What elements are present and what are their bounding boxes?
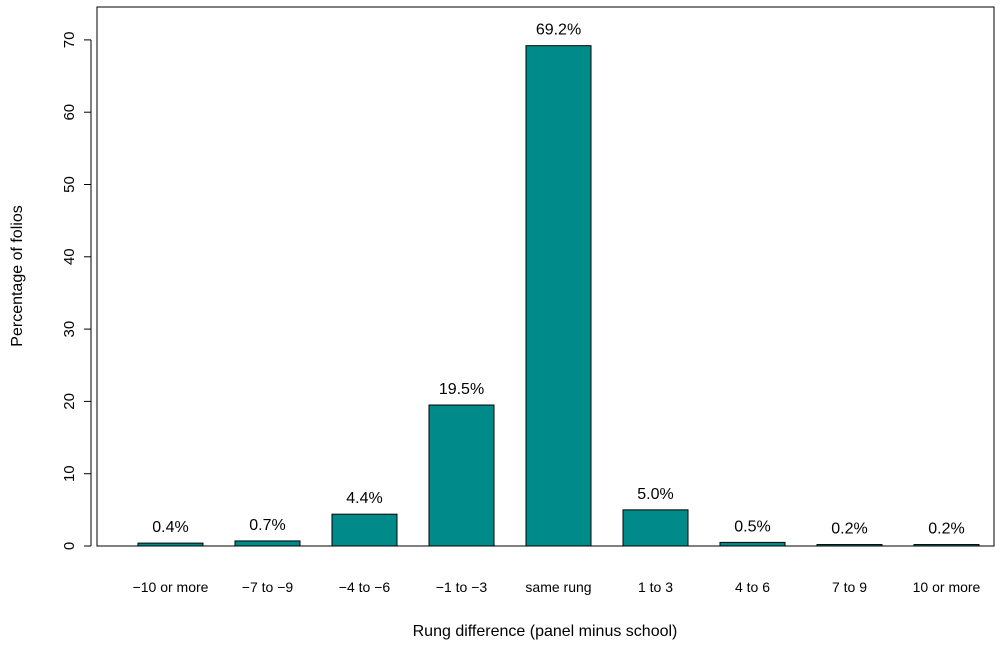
y-tick-label: 50 (61, 176, 78, 193)
y-tick-label: 60 (61, 104, 78, 121)
data-labels: 0.4% 0.7% 4.4% 19.5% 69.2% 5.0% 0.5% 0.2% 0.2% (152, 22, 964, 538)
bar (137, 542, 204, 547)
data-label: 19.5% (439, 381, 484, 398)
bar (719, 541, 786, 547)
x-category-labels: −10 or more −7 to −9 −4 to −6 −1 to −3 same … (133, 579, 981, 595)
y-tick-label: 30 (61, 321, 78, 338)
bar (622, 509, 689, 547)
y-tick-label: 0 (61, 542, 78, 550)
bar (816, 544, 883, 547)
y-tick-label: 20 (61, 393, 78, 410)
y-tick-label: 10 (61, 465, 78, 482)
x-category-label: −1 to −3 (436, 579, 488, 595)
x-category-label: 4 to 6 (735, 579, 770, 595)
y-tick-label: 70 (61, 32, 78, 49)
y-axis-title: Percentage of folios (9, 205, 26, 346)
x-category-label: same rung (525, 579, 591, 595)
x-category-label: 10 or more (913, 579, 981, 595)
data-label: 0.7% (249, 517, 285, 534)
data-label: 69.2% (536, 22, 581, 39)
data-label: 0.4% (152, 519, 188, 536)
x-category-label: 1 to 3 (638, 579, 673, 595)
x-category-label: 7 to 9 (832, 579, 867, 595)
x-category-label: −7 to −9 (242, 579, 294, 595)
data-label: 0.5% (734, 518, 770, 535)
y-axis: 0 10 20 30 40 50 60 70 (61, 32, 92, 550)
x-category-label: −4 to −6 (339, 579, 391, 595)
data-label: 4.4% (346, 490, 382, 507)
bar (913, 544, 980, 547)
bar (428, 404, 495, 547)
data-label: 0.2% (831, 521, 867, 538)
x-axis-title: Rung difference (panel minus school) (413, 623, 678, 640)
y-tick-label: 40 (61, 248, 78, 265)
bar (525, 45, 592, 547)
data-label: 0.2% (928, 521, 964, 538)
data-label: 5.0% (637, 486, 673, 503)
x-category-label: −10 or more (133, 579, 209, 595)
bar (331, 513, 398, 547)
bar (234, 540, 301, 547)
bars (137, 45, 980, 547)
